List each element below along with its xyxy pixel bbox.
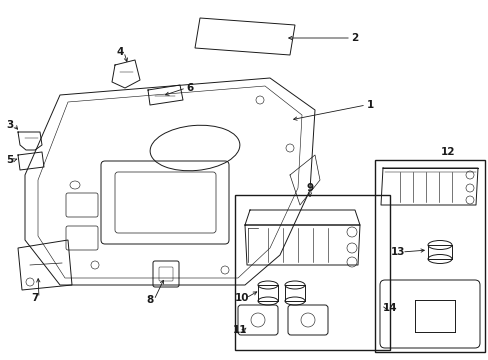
Text: 10: 10 xyxy=(234,293,249,303)
Text: 14: 14 xyxy=(382,303,397,313)
Text: 3: 3 xyxy=(6,120,14,130)
Bar xyxy=(374,160,484,352)
Text: 7: 7 xyxy=(31,293,39,303)
Text: 9: 9 xyxy=(306,183,313,193)
Text: 13: 13 xyxy=(390,247,405,257)
Text: 2: 2 xyxy=(351,33,358,43)
Text: 11: 11 xyxy=(232,325,247,335)
Text: 1: 1 xyxy=(366,100,373,110)
Text: 6: 6 xyxy=(186,83,193,93)
Bar xyxy=(235,195,389,350)
Text: 4: 4 xyxy=(116,47,123,57)
Text: 12: 12 xyxy=(440,147,454,157)
Text: 5: 5 xyxy=(6,155,14,165)
Text: 8: 8 xyxy=(146,295,153,305)
